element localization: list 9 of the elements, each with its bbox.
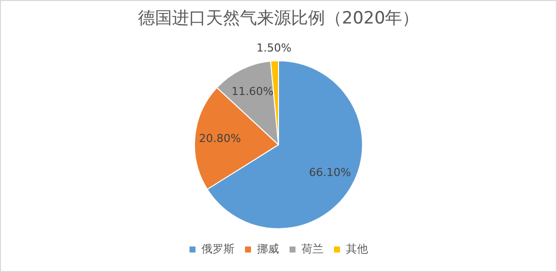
data-label: 20.80% (198, 132, 241, 146)
legend-label: 其他 (346, 242, 368, 256)
legend-label: 挪威 (257, 242, 279, 256)
data-label: 66.10% (308, 166, 351, 180)
legend-label: 荷兰 (302, 242, 324, 256)
legend-label: 俄罗斯 (202, 242, 234, 256)
data-label: 1.50% (256, 42, 292, 55)
data-label: 11.60% (231, 84, 274, 98)
chart-title: 德国进口天然气来源比例（2020年） (138, 8, 420, 29)
